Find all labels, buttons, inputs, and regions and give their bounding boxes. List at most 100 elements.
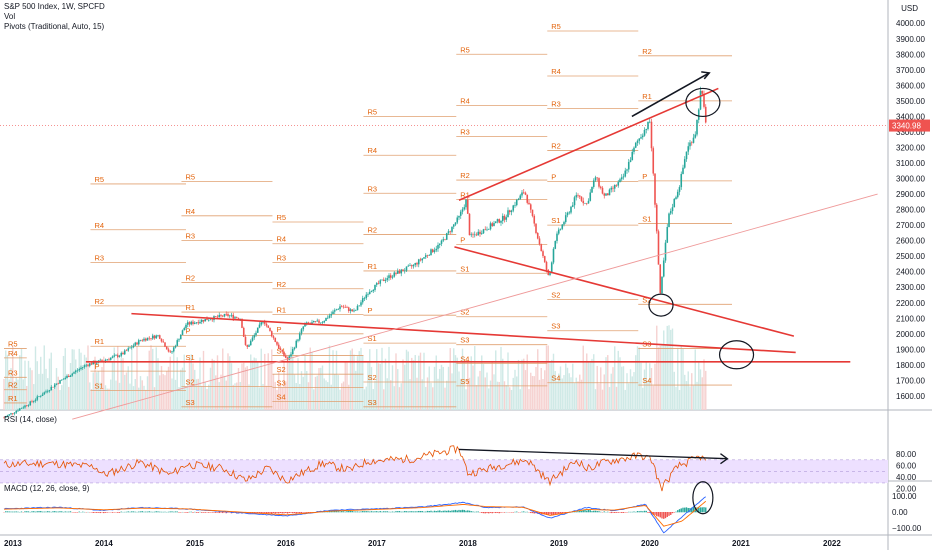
- macd-hist-bar: [222, 512, 224, 514]
- pivot-label: R1: [460, 190, 470, 199]
- macd-hist-bar: [383, 511, 385, 513]
- macd-hist-bar: [47, 511, 49, 513]
- volume-bar: [426, 377, 429, 410]
- macd-hist-bar: [141, 511, 143, 513]
- candle-body: [90, 363, 93, 365]
- macd-hist-bar: [596, 511, 598, 513]
- candle-body: [669, 211, 672, 214]
- macd-hist-bar: [41, 511, 44, 513]
- candle-body: [29, 401, 32, 406]
- candle-body: [4, 416, 7, 418]
- pivot-label: S2: [460, 308, 469, 317]
- candle-body: [209, 319, 212, 321]
- volume-bar: [596, 365, 598, 410]
- candle-body: [374, 284, 376, 290]
- macd-hist-bar: [229, 512, 231, 513]
- macd-hist-bar: [435, 511, 437, 513]
- candle-body: [676, 191, 679, 198]
- volume-bar: [110, 379, 112, 410]
- macd-hist-bar: [171, 511, 173, 513]
- macd-hist-bar: [395, 511, 397, 513]
- macd-hist-bar: [59, 511, 61, 513]
- candle-body: [657, 231, 660, 265]
- macd-hist-bar: [300, 512, 303, 514]
- pivot-label: S3: [276, 378, 285, 387]
- candle-body: [673, 198, 676, 208]
- candle-body: [10, 413, 12, 415]
- candle-body: [566, 212, 569, 216]
- candle-body: [311, 322, 313, 324]
- volume-bar: [526, 354, 528, 410]
- macd-hist-bar: [213, 512, 215, 513]
- volume-bar: [57, 376, 59, 410]
- candle-body: [668, 213, 670, 228]
- candle-body: [8, 414, 11, 416]
- macd-hist-bar: [645, 510, 647, 513]
- volume-bar: [267, 353, 269, 410]
- candle-body: [283, 351, 285, 356]
- x-tick-label: 2013: [4, 539, 22, 548]
- candle-body: [515, 199, 518, 206]
- candle-body: [473, 234, 476, 236]
- annotations[interactable]: [648, 87, 755, 515]
- volume-bar: [47, 378, 49, 410]
- macd-hist-bar: [159, 511, 161, 513]
- macd-hist-bar: [636, 511, 639, 513]
- macd-hist-bar: [575, 511, 577, 513]
- candle-body: [454, 222, 457, 225]
- volume-bar: [167, 366, 170, 410]
- macd-hist-bar: [652, 512, 654, 515]
- macd-hist-bar: [488, 512, 490, 514]
- volume-bar: [458, 371, 460, 410]
- pivot-label: S2: [367, 373, 376, 382]
- volume-bar: [365, 386, 367, 410]
- macd-hist-bar: [36, 511, 38, 513]
- macd-hist-bar: [334, 510, 336, 513]
- candle-body: [433, 250, 436, 252]
- volume-bar: [519, 389, 521, 410]
- macd-hist-bar: [365, 511, 367, 513]
- volume-bar: [187, 379, 189, 410]
- candle-body: [312, 321, 315, 323]
- pivot-label: P: [642, 172, 647, 181]
- volume-bar: [129, 383, 131, 410]
- volume-bar: [180, 369, 182, 410]
- candle-body: [220, 314, 222, 316]
- price-tick-label: 2800.00: [896, 206, 925, 215]
- macd-hist-bar: [173, 511, 175, 513]
- trendlines[interactable]: [72, 71, 878, 420]
- volume-bar: [593, 354, 595, 410]
- candle-body: [169, 351, 172, 353]
- candle-body: [339, 306, 341, 310]
- candle-body: [643, 129, 646, 136]
- macd-hist-bar: [374, 511, 376, 513]
- rsi-line: [3, 445, 707, 492]
- macd-hist-bar: [370, 511, 373, 513]
- macd-hist-bar: [675, 511, 677, 513]
- candle-body: [498, 219, 501, 223]
- macd-hist-bar: [279, 512, 282, 514]
- volume-bar: [393, 386, 395, 410]
- macd-hist-bar: [15, 511, 17, 513]
- macd-hist-bar: [440, 511, 443, 513]
- candle-body: [699, 90, 702, 110]
- candle-body: [104, 359, 107, 361]
- last-price-badge: [889, 119, 930, 132]
- volume-bar: [335, 350, 338, 410]
- volume-bar: [561, 378, 563, 410]
- volume-bar: [36, 361, 38, 410]
- candle-body: [232, 314, 235, 319]
- volume-bar: [573, 383, 576, 410]
- pivots-label: Pivots (Traditional, Auto, 15): [4, 22, 105, 31]
- volume-bar: [34, 346, 37, 410]
- candle-body: [318, 320, 320, 323]
- pivot-label: R2: [276, 280, 286, 289]
- volume-bar: [153, 387, 156, 410]
- candle-body: [253, 335, 256, 338]
- price-tick-label: 2200.00: [896, 299, 925, 308]
- macd-hist-bar: [614, 512, 616, 513]
- volume-bar: [12, 346, 14, 410]
- volume-bar: [285, 381, 287, 410]
- candle-body: [347, 307, 350, 311]
